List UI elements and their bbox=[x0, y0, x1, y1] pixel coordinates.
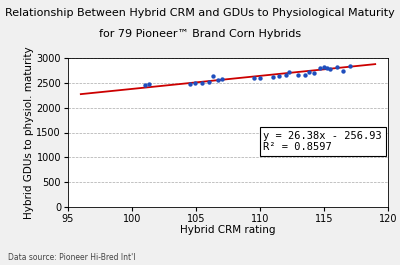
Point bbox=[282, 73, 289, 77]
Point bbox=[302, 73, 308, 77]
Point bbox=[334, 65, 340, 69]
Point bbox=[340, 69, 346, 73]
Point bbox=[142, 82, 148, 87]
Point bbox=[321, 65, 327, 69]
Point bbox=[218, 77, 225, 81]
Point bbox=[327, 67, 334, 71]
Point bbox=[306, 69, 312, 74]
Text: y = 26.38x - 256.93
R² = 0.8597: y = 26.38x - 256.93 R² = 0.8597 bbox=[263, 131, 382, 152]
Point bbox=[186, 81, 193, 86]
Point bbox=[192, 81, 198, 85]
Point bbox=[286, 70, 293, 74]
Point bbox=[317, 66, 323, 70]
Point bbox=[250, 76, 257, 80]
Point bbox=[270, 75, 276, 79]
Point bbox=[310, 70, 317, 75]
Text: Relationship Between Hybrid CRM and GDUs to Physiological Maturity: Relationship Between Hybrid CRM and GDUs… bbox=[5, 8, 395, 18]
Point bbox=[257, 76, 263, 80]
Point bbox=[199, 80, 206, 85]
X-axis label: Hybrid CRM rating: Hybrid CRM rating bbox=[180, 225, 276, 235]
Point bbox=[276, 73, 282, 78]
Y-axis label: Hybrid GDUs to physiol. maturity: Hybrid GDUs to physiol. maturity bbox=[24, 46, 34, 219]
Point bbox=[346, 64, 353, 68]
Point bbox=[214, 77, 221, 82]
Point bbox=[210, 73, 216, 78]
Text: for 79 Pioneer™ Brand Corn Hybrids: for 79 Pioneer™ Brand Corn Hybrids bbox=[99, 29, 301, 39]
Point bbox=[146, 82, 152, 86]
Point bbox=[206, 80, 212, 84]
Point bbox=[323, 65, 330, 70]
Point bbox=[295, 73, 302, 77]
Text: Data source: Pioneer Hi-Bred Int'l: Data source: Pioneer Hi-Bred Int'l bbox=[8, 253, 136, 262]
